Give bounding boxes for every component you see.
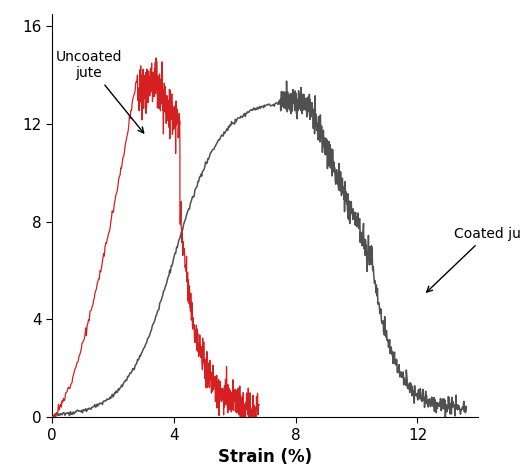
Text: Uncoated
jute: Uncoated jute bbox=[55, 50, 144, 133]
X-axis label: Strain (%): Strain (%) bbox=[218, 448, 313, 466]
Text: Coated ju: Coated ju bbox=[427, 227, 520, 292]
